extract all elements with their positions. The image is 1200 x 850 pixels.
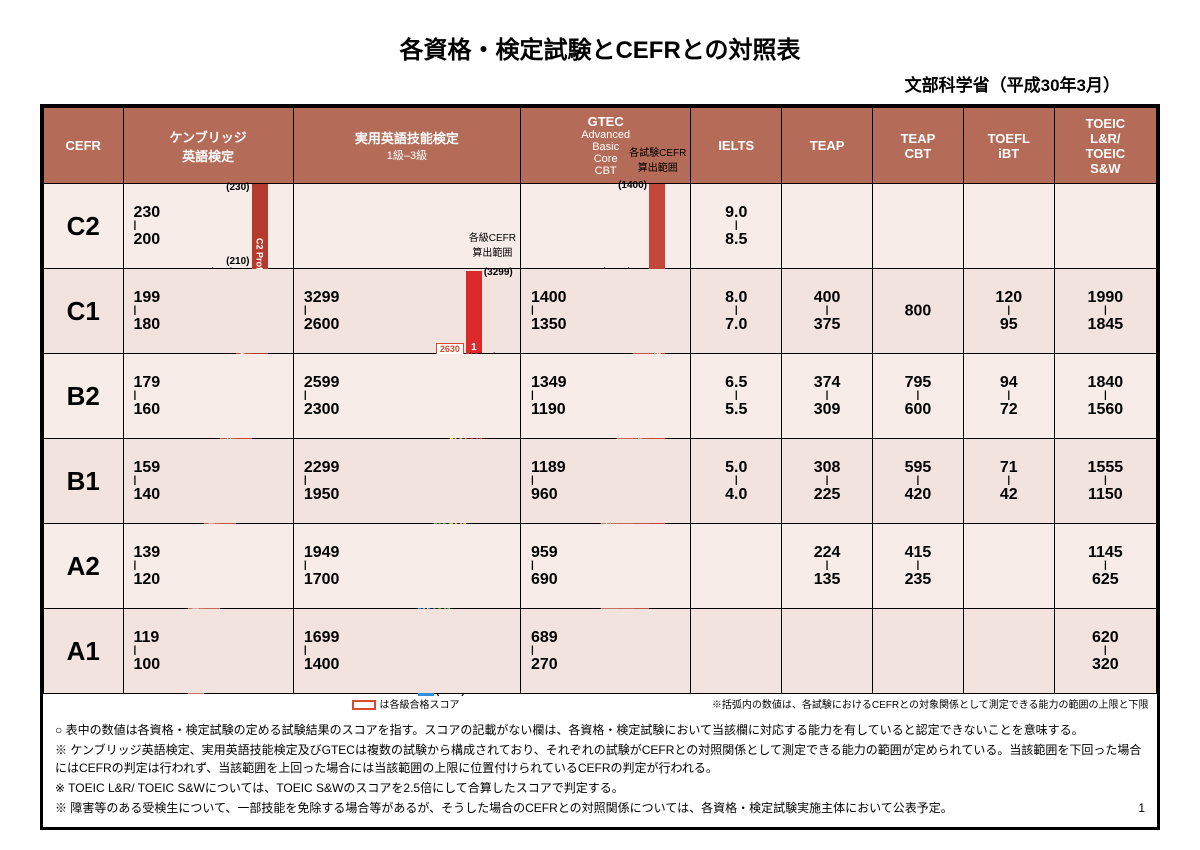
cell-C1-camb: 199|180 [123, 269, 293, 354]
cell-B1-teapcbt: 595|420 [873, 439, 964, 524]
cell-C2-toeic [1054, 184, 1156, 269]
cell-B1-toeic: 1555|1150 [1054, 439, 1156, 524]
cell-C1-toeic: 1990|1845 [1054, 269, 1156, 354]
cell-C2-eiken [293, 184, 520, 269]
cell-C1-teap: 400|375 [782, 269, 873, 354]
cell-A1-toeic: 620|320 [1054, 609, 1156, 694]
note-2: ※ TOEIC L&R/ TOEIC S&Wについては、TOEIC S&Wのスコ… [55, 779, 1145, 797]
cell-C2-cefr: C2 [44, 184, 124, 269]
hdr-gtec: GTECAdvancedBasicCoreCBT [520, 108, 690, 184]
cell-B1-toefl: 71|42 [963, 439, 1054, 524]
cell-C1-teapcbt: 800 [873, 269, 964, 354]
hdr-teapcbt: TEAPCBT [873, 108, 964, 184]
cell-B2-toefl: 94|72 [963, 354, 1054, 439]
note-1: ※ ケンブリッジ英語検定、実用英語技能検定及びGTECは複数の試験から構成されて… [55, 741, 1145, 777]
cell-B2-camb: 179|160 [123, 354, 293, 439]
cell-B1-teap: 308|225 [782, 439, 873, 524]
cell-A2-eiken: 1949|1700 [293, 524, 520, 609]
cell-A1-teapcbt [873, 609, 964, 694]
cefr-table: CEFRケンブリッジ英語検定実用英語技能検定1級–3級GTECAdvancedB… [43, 107, 1157, 713]
cell-C1-gtec: 1400|1350 [520, 269, 690, 354]
note-3: ※ 障害等のある受検生について、一部技能を免除する場合等があるが、そうした場合の… [55, 799, 1145, 817]
cell-A2-ielts [691, 524, 782, 609]
cell-B1-cefr: B1 [44, 439, 124, 524]
cell-A2-toeic: 1145|625 [1054, 524, 1156, 609]
cell-B2-cefr: B2 [44, 354, 124, 439]
hdr-camb: ケンブリッジ英語検定 [123, 108, 293, 184]
subtitle: 文部科学省（平成30年3月） [40, 71, 1160, 96]
cell-B1-gtec: 1189|960 [520, 439, 690, 524]
cell-A2-gtec: 959|690 [520, 524, 690, 609]
cell-A1-cefr: A1 [44, 609, 124, 694]
cell-A1-toefl [963, 609, 1054, 694]
hdr-ielts: IELTS [691, 108, 782, 184]
cell-C2-teap [782, 184, 873, 269]
hdr-toeic: TOEICL&R/TOEICS&W [1054, 108, 1156, 184]
cell-B1-camb: 159|140 [123, 439, 293, 524]
cell-C2-camb: 230|200各試験CEFR算出範囲C2 Proficiency(230)(21… [123, 184, 293, 269]
cell-A2-teap: 224|135 [782, 524, 873, 609]
notes: ○ 表中の数値は各資格・検定試験の定める試験結果のスコアを指す。スコアの記載がな… [43, 713, 1157, 827]
hdr-teap: TEAP [782, 108, 873, 184]
cell-B2-ielts: 6.5|5.5 [691, 354, 782, 439]
cell-A1-eiken: 1699|1400 [293, 609, 520, 694]
cell-C2-toefl [963, 184, 1054, 269]
cell-A2-camb: 139|120 [123, 524, 293, 609]
cell-B2-teapcbt: 795|600 [873, 354, 964, 439]
cell-C2-ielts: 9.0|8.5 [691, 184, 782, 269]
cell-A1-teap [782, 609, 873, 694]
hdr-eiken: 実用英語技能検定1級–3級 [293, 108, 520, 184]
note-0: ○ 表中の数値は各資格・検定試験の定める試験結果のスコアを指す。スコアの記載がな… [55, 721, 1145, 739]
cell-C1-toefl: 120|95 [963, 269, 1054, 354]
cell-B2-eiken: 2599|2300 [293, 354, 520, 439]
cell-A2-cefr: A2 [44, 524, 124, 609]
hdr-toefl: TOEFLiBT [963, 108, 1054, 184]
cell-B1-eiken: 2299|1950 [293, 439, 520, 524]
cell-B2-toeic: 1840|1560 [1054, 354, 1156, 439]
cell-C1-ielts: 8.0|7.0 [691, 269, 782, 354]
cell-A2-toefl [963, 524, 1054, 609]
cell-C2-gtec: 各試験CEFR算出範囲CBT(1400)Advanced(1280)Basic(… [520, 184, 690, 269]
hdr-cefr: CEFR [44, 108, 124, 184]
cell-A1-gtec: 689|270 [520, 609, 690, 694]
cell-B2-gtec: 1349|1190 [520, 354, 690, 439]
cell-B1-ielts: 5.0|4.0 [691, 439, 782, 524]
cell-B2-teap: 374|309 [782, 354, 873, 439]
cell-A2-teapcbt: 415|235 [873, 524, 964, 609]
cell-C1-eiken: 3299|2600各級CEFR算出範囲1級(3299)(2304)2630準1級… [293, 269, 520, 354]
cell-C2-teapcbt [873, 184, 964, 269]
cell-A1-camb: 119|100 [123, 609, 293, 694]
title: 各資格・検定試験とCEFRとの対照表 [40, 30, 1160, 65]
frame: CEFRケンブリッジ英語検定実用英語技能検定1級–3級GTECAdvancedB… [40, 104, 1160, 830]
cell-A1-ielts [691, 609, 782, 694]
cell-C1-cefr: C1 [44, 269, 124, 354]
